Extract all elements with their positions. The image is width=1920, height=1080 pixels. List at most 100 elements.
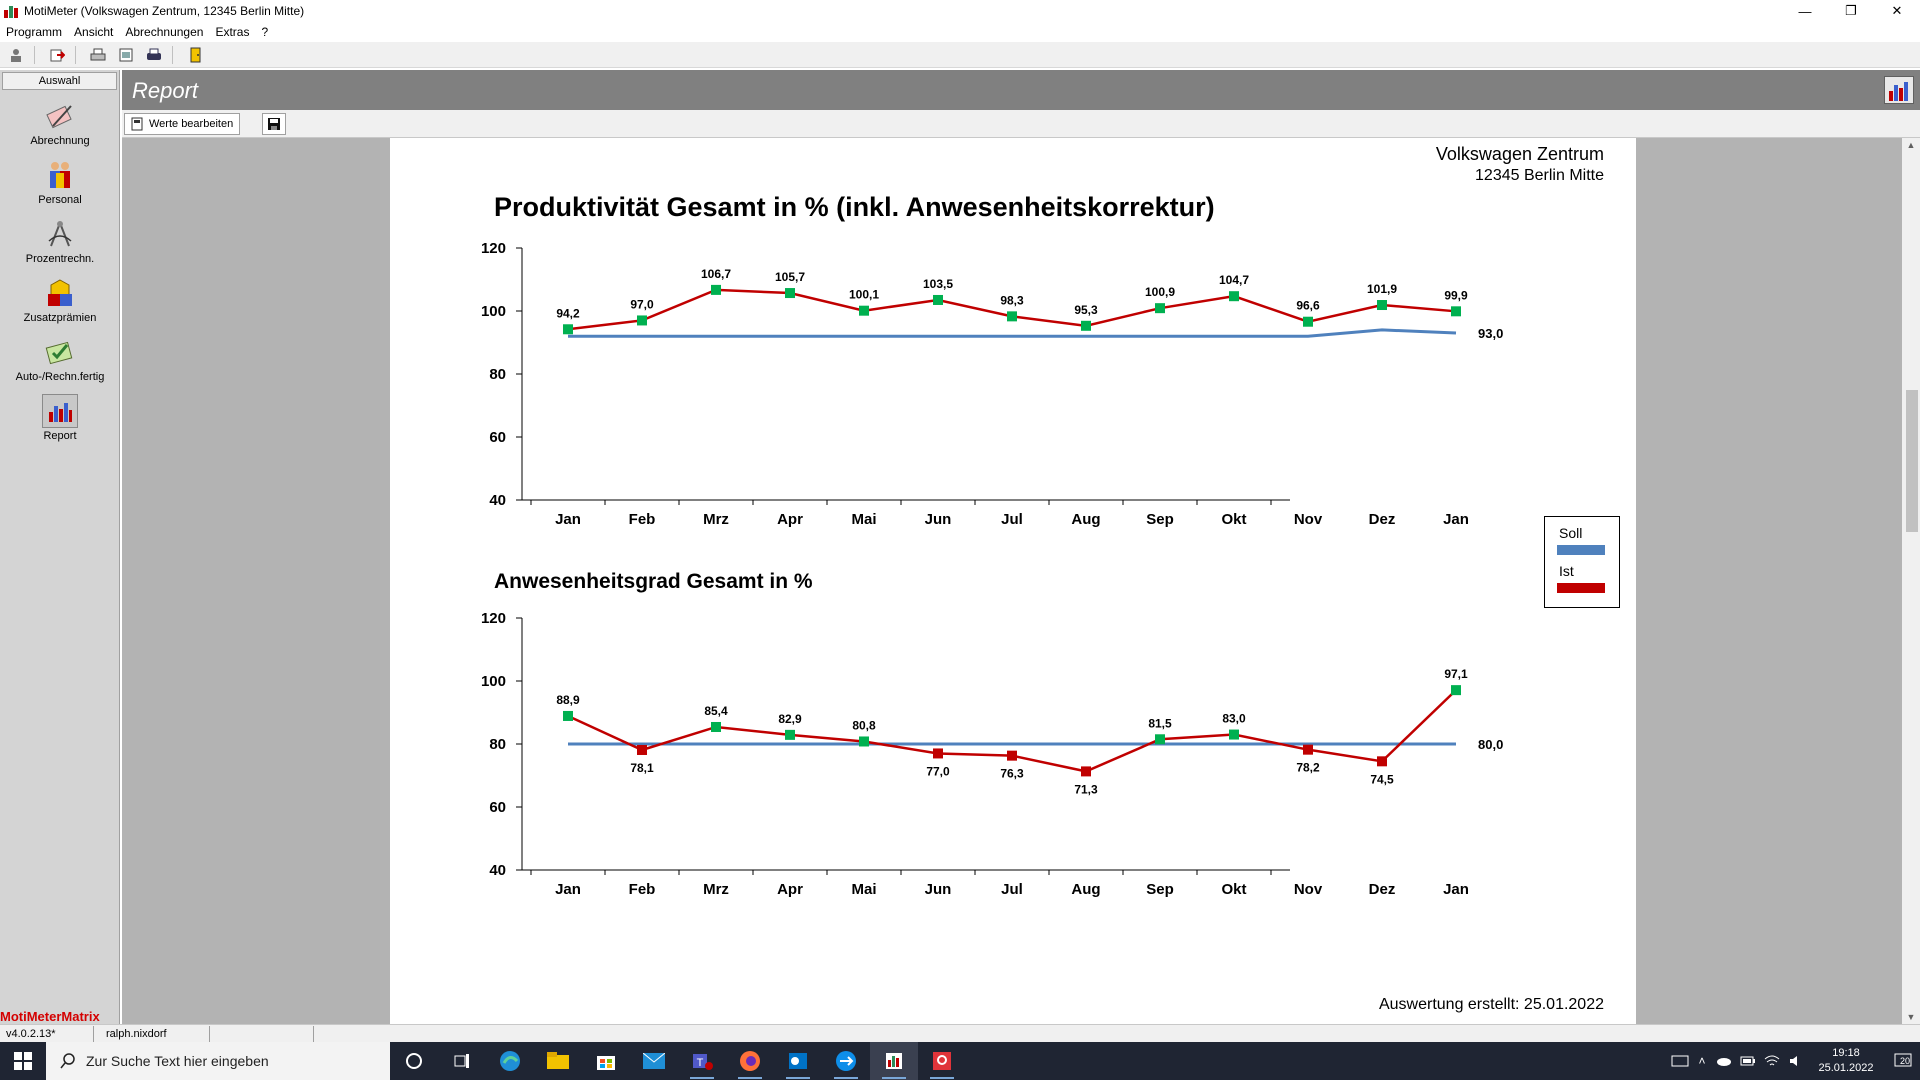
scroll-down-icon[interactable]: ▼ xyxy=(1906,1012,1916,1022)
y-tick-label: 100 xyxy=(481,673,506,690)
edit-values-button[interactable]: Werte bearbeiten xyxy=(124,113,241,135)
menu-extras[interactable]: Extras xyxy=(215,25,250,39)
chevron-up-icon[interactable]: ˄ xyxy=(1698,1054,1706,1068)
keyboard-icon[interactable] xyxy=(1668,1042,1692,1080)
x-tick-label: Feb xyxy=(629,511,656,528)
taskbar-clock[interactable]: 19:18 25.01.2022 xyxy=(1808,1046,1884,1076)
navigation-sidebar: Auswahl Abrechnung Personal Prozentrechn… xyxy=(0,70,120,1024)
motimeter-app-icon xyxy=(4,4,18,18)
windows-taskbar: Zur Suche Text hier eingeben T ˄ 19:18 2… xyxy=(0,1042,1920,1080)
notifications-icon[interactable]: 20 xyxy=(1884,1042,1920,1080)
sidebar-item-prozentrechnung[interactable]: Prozentrechn. xyxy=(0,210,120,269)
ist-data-point xyxy=(859,736,869,747)
legend-swatch-soll xyxy=(1557,545,1605,555)
people-icon xyxy=(42,158,78,192)
ist-data-point xyxy=(1007,311,1017,322)
toolbar-separator xyxy=(172,45,173,64)
edit-values-label: Werte bearbeiten xyxy=(149,118,234,130)
main-toolbar xyxy=(0,42,1920,68)
ist-data-point xyxy=(785,729,795,740)
export-icon[interactable] xyxy=(45,44,69,66)
ist-data-point xyxy=(711,721,721,732)
menu-ansicht[interactable]: Ansicht xyxy=(74,25,114,39)
cortana-icon[interactable] xyxy=(390,1042,438,1080)
mail-icon[interactable] xyxy=(630,1042,678,1080)
menu-bar: Programm Ansicht Abrechnungen Extras ? xyxy=(0,22,1920,42)
battery-icon[interactable] xyxy=(1736,1042,1760,1080)
ist-data-label: 78,2 xyxy=(1296,761,1320,775)
motimeter-taskbar-icon[interactable] xyxy=(870,1042,918,1080)
close-icon[interactable]: ✕ xyxy=(1891,3,1903,18)
restore-icon[interactable]: ❐ xyxy=(1845,3,1857,18)
menu-programm[interactable]: Programm xyxy=(6,25,63,39)
firefox-icon[interactable] xyxy=(726,1042,774,1080)
x-tick-label: Feb xyxy=(629,881,656,898)
cloud-icon[interactable] xyxy=(1712,1042,1736,1080)
windows-start-icon[interactable] xyxy=(0,1042,46,1080)
x-tick-label: Sep xyxy=(1146,881,1174,898)
teams-icon[interactable]: T xyxy=(678,1042,726,1080)
bar-chart-icon xyxy=(42,394,78,428)
ist-data-label: 82,9 xyxy=(778,712,802,726)
taskbar-search-input[interactable]: Zur Suche Text hier eingeben xyxy=(46,1042,390,1080)
y-tick-label: 60 xyxy=(489,799,506,816)
task-view-icon[interactable] xyxy=(438,1042,486,1080)
ist-data-point xyxy=(933,748,943,759)
sidebar-item-report[interactable]: Report xyxy=(0,387,120,446)
calculator-pen-icon xyxy=(42,99,78,133)
sidebar-item-auto-rechn-fertig[interactable]: Auto-/Rechn.fertig xyxy=(0,328,120,387)
store-icon[interactable] xyxy=(582,1042,630,1080)
minimize-icon[interactable]: — xyxy=(1798,3,1812,19)
page-title: Report xyxy=(132,78,199,103)
volume-icon[interactable] xyxy=(1784,1042,1808,1080)
ist-data-label: 99,9 xyxy=(1444,288,1468,302)
ist-data-label: 97,1 xyxy=(1444,667,1468,681)
svg-text:T: T xyxy=(697,1057,704,1069)
sidebar-item-label: Report xyxy=(43,430,77,442)
ist-data-label: 97,0 xyxy=(630,297,654,311)
x-tick-label: Jan xyxy=(555,881,581,898)
ist-data-label: 77,0 xyxy=(926,764,950,778)
user-icon[interactable] xyxy=(4,44,28,66)
status-bar: v4.0.2.13* ralph.nixdorf xyxy=(0,1024,1920,1042)
chart-legend: Soll Ist xyxy=(1544,516,1620,608)
x-tick-label: Aug xyxy=(1071,881,1100,898)
ist-data-label: 98,3 xyxy=(1000,293,1024,307)
outlook-icon[interactable] xyxy=(774,1042,822,1080)
printer-setup-icon[interactable] xyxy=(142,44,166,66)
soll-series-line xyxy=(568,328,1457,338)
ist-data-point xyxy=(563,710,573,721)
y-tick-label: 40 xyxy=(489,492,506,509)
menu-help[interactable]: ? xyxy=(261,25,269,39)
x-tick-label: Mai xyxy=(851,881,876,898)
sidebar-item-zusatzpraemien[interactable]: Zusatzprämien xyxy=(0,269,120,328)
x-tick-label: Jul xyxy=(1001,881,1023,898)
x-tick-label: Okt xyxy=(1221,511,1246,528)
exit-door-icon[interactable] xyxy=(183,44,207,66)
produktivitaet-line-chart: 40 60 80 100 120 Jan Feb Mrz Apr Mai Jun Jul Aug Sep O… xyxy=(481,240,1503,528)
sidebar-item-abrechnung[interactable]: Abrechnung xyxy=(0,92,120,151)
ist-data-point xyxy=(1081,766,1091,777)
x-tick-label: Jun xyxy=(925,881,952,898)
sidebar-item-personal[interactable]: Personal xyxy=(0,151,120,210)
scrollbar-thumb[interactable] xyxy=(1906,390,1918,532)
wifi-icon[interactable] xyxy=(1760,1042,1784,1080)
legend-label-ist: Ist xyxy=(1559,563,1574,579)
scroll-up-icon[interactable]: ▲ xyxy=(1906,140,1916,150)
ist-data-label: 81,5 xyxy=(1148,716,1172,730)
sidebar-item-label: Abrechnung xyxy=(30,135,90,147)
remote-app-icon[interactable] xyxy=(918,1042,966,1080)
save-button[interactable] xyxy=(262,113,286,135)
status-cell-empty xyxy=(210,1025,314,1042)
edge-browser-icon[interactable] xyxy=(486,1042,534,1080)
x-tick-label: Jan xyxy=(1443,881,1469,898)
company-city: 12345 Berlin Mitte xyxy=(1475,167,1604,184)
menu-abrechnungen[interactable]: Abrechnungen xyxy=(125,25,204,39)
legend-swatch-ist xyxy=(1557,583,1605,593)
print-icon[interactable] xyxy=(86,44,110,66)
x-tick-label: Dez xyxy=(1369,881,1396,898)
print-preview-icon[interactable] xyxy=(114,44,138,66)
teamviewer-icon[interactable] xyxy=(822,1042,870,1080)
vertical-scrollbar[interactable]: ▲ ▼ xyxy=(1902,138,1920,1024)
file-explorer-icon[interactable] xyxy=(534,1042,582,1080)
